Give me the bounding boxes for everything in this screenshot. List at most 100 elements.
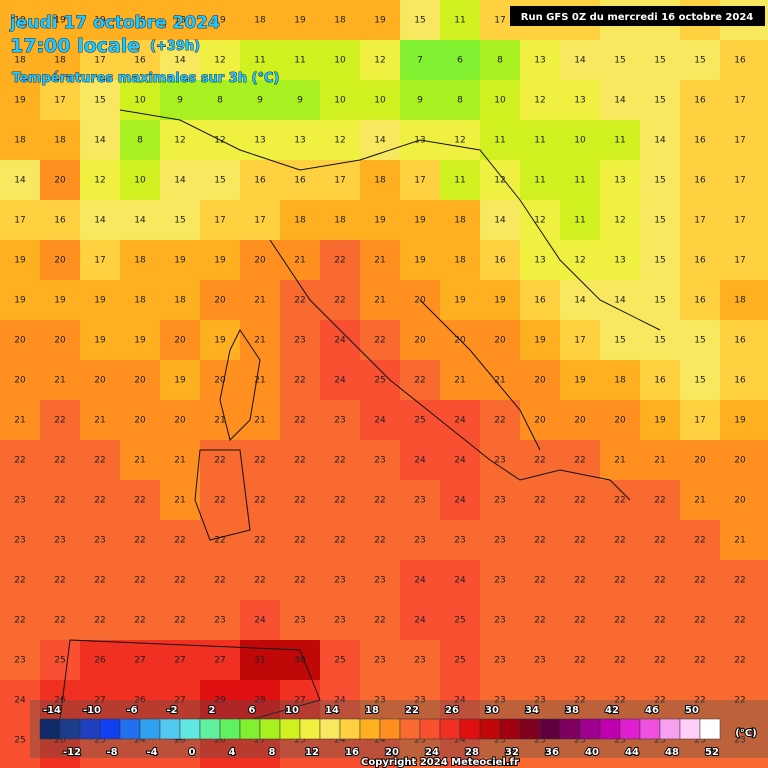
- colorbar-label: 12: [305, 747, 319, 758]
- temperature-cell: [360, 240, 401, 281]
- temperature-cell: [720, 200, 768, 241]
- temperature-cell: [480, 240, 521, 281]
- temperature-cell: [560, 600, 601, 641]
- temperature-cell: [640, 320, 681, 361]
- temperature-cell: [320, 240, 361, 281]
- temperature-cell: [680, 320, 721, 361]
- temperature-cell: [200, 400, 241, 441]
- temperature-cell: [560, 320, 601, 361]
- temperature-cell: [160, 160, 201, 201]
- temperature-cell: [720, 520, 768, 561]
- temperature-value: 22: [734, 616, 745, 626]
- temperature-cell: [40, 480, 81, 521]
- temperature-cell: [520, 400, 561, 441]
- temperature-value: 22: [574, 456, 585, 466]
- temperature-value: 23: [494, 696, 505, 706]
- temperature-cell: [560, 480, 601, 521]
- temperature-value: 26: [54, 696, 66, 706]
- temperature-cell: [240, 480, 281, 521]
- temperature-cell: [80, 400, 121, 441]
- colorbar-label: 26: [445, 705, 459, 716]
- colorbar-label: 0: [189, 747, 196, 758]
- temperature-cell: [280, 440, 321, 481]
- temperature-cell: [440, 40, 481, 81]
- temperature-value: 11: [254, 56, 265, 66]
- colorbar-swatch: [699, 718, 721, 740]
- temperature-value: 13: [614, 256, 625, 266]
- temperature-cell: [120, 40, 161, 81]
- temperature-cell: [160, 520, 201, 561]
- temperature-cell: [680, 280, 721, 321]
- temperature-value: 24: [334, 696, 346, 706]
- temperature-value: 14: [614, 296, 626, 306]
- temperature-cell: [560, 240, 601, 281]
- temperature-cell: [440, 160, 481, 201]
- temperature-cell: [360, 160, 401, 201]
- temperature-value: 22: [534, 616, 545, 626]
- temperature-value: 22: [294, 416, 305, 426]
- temperature-cell: [80, 600, 121, 641]
- temperature-cell: [720, 240, 768, 281]
- temperature-cell: [720, 600, 768, 641]
- temperature-cell: [360, 280, 401, 321]
- temperature-value: 22: [654, 656, 665, 666]
- temperature-value: 13: [534, 56, 545, 66]
- colorbar-swatch: [119, 718, 141, 740]
- temperature-cell: [240, 640, 281, 681]
- temperature-cell: [600, 440, 641, 481]
- temperature-value: 22: [94, 496, 105, 506]
- temperature-cell: [200, 160, 241, 201]
- temperature-value: 22: [214, 456, 225, 466]
- temperature-cell: [120, 480, 161, 521]
- temperature-value: 23: [534, 656, 545, 666]
- colorbar-label: 10: [285, 705, 299, 716]
- subtitle: Températures maximales sur 3h (°C): [12, 71, 279, 86]
- temperature-value: 20: [174, 336, 186, 346]
- temperature-cell: [0, 640, 41, 681]
- temperature-cell: [360, 80, 401, 121]
- temperature-value: 19: [494, 296, 506, 306]
- temperature-cell: [280, 280, 321, 321]
- colorbar-swatch: [139, 718, 161, 740]
- colorbar-swatch: [99, 718, 121, 740]
- temperature-cell: [280, 120, 321, 161]
- temperature-value: 27: [294, 696, 305, 706]
- copyright: Copyright 2024 Meteociel.fr: [361, 757, 519, 768]
- temperature-value: 21: [294, 256, 305, 266]
- temperature-value: 21: [54, 376, 65, 386]
- temperature-value: 15: [654, 256, 665, 266]
- temperature-value: 12: [374, 56, 385, 66]
- temperature-value: 21: [654, 456, 665, 466]
- temperature-value: 21: [694, 496, 705, 506]
- temperature-cell: [160, 360, 201, 401]
- temperature-value: 27: [94, 696, 105, 706]
- temperature-value: 22: [614, 496, 625, 506]
- temperature-value: 22: [614, 576, 625, 586]
- temperature-cell: [520, 320, 561, 361]
- temperature-cell: [400, 560, 441, 601]
- temperature-cell: [320, 200, 361, 241]
- temperature-value: 8: [217, 96, 223, 106]
- temperature-value: 22: [694, 536, 705, 546]
- temperature-value: 22: [654, 696, 665, 706]
- temperature-value: 24: [414, 576, 426, 586]
- temperature-cell: [640, 680, 681, 721]
- temperature-value: 18: [454, 216, 466, 226]
- temperature-value: 12: [614, 216, 625, 226]
- colorbar-swatch: [459, 718, 481, 740]
- temperature-cell: [280, 400, 321, 441]
- temperature-cell: [600, 280, 641, 321]
- temperature-cell: [0, 520, 41, 561]
- temperature-value: 10: [134, 176, 146, 186]
- temperature-value: 18: [294, 216, 306, 226]
- temperature-value: 22: [174, 536, 185, 546]
- temperature-cell: [440, 520, 481, 561]
- temperature-value: 23: [534, 736, 545, 746]
- temperature-cell: [280, 480, 321, 521]
- temperature-cell: [680, 120, 721, 161]
- temperature-value: 22: [734, 656, 745, 666]
- temperature-value: 22: [254, 496, 265, 506]
- temperature-cell: [480, 200, 521, 241]
- temperature-cell: [0, 0, 41, 41]
- temperature-cell: [240, 600, 281, 641]
